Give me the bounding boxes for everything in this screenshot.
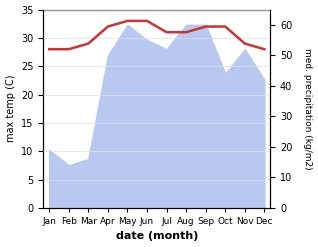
X-axis label: date (month): date (month) — [116, 231, 198, 242]
Y-axis label: max temp (C): max temp (C) — [5, 75, 16, 143]
Y-axis label: med. precipitation (kg/m2): med. precipitation (kg/m2) — [303, 48, 313, 169]
